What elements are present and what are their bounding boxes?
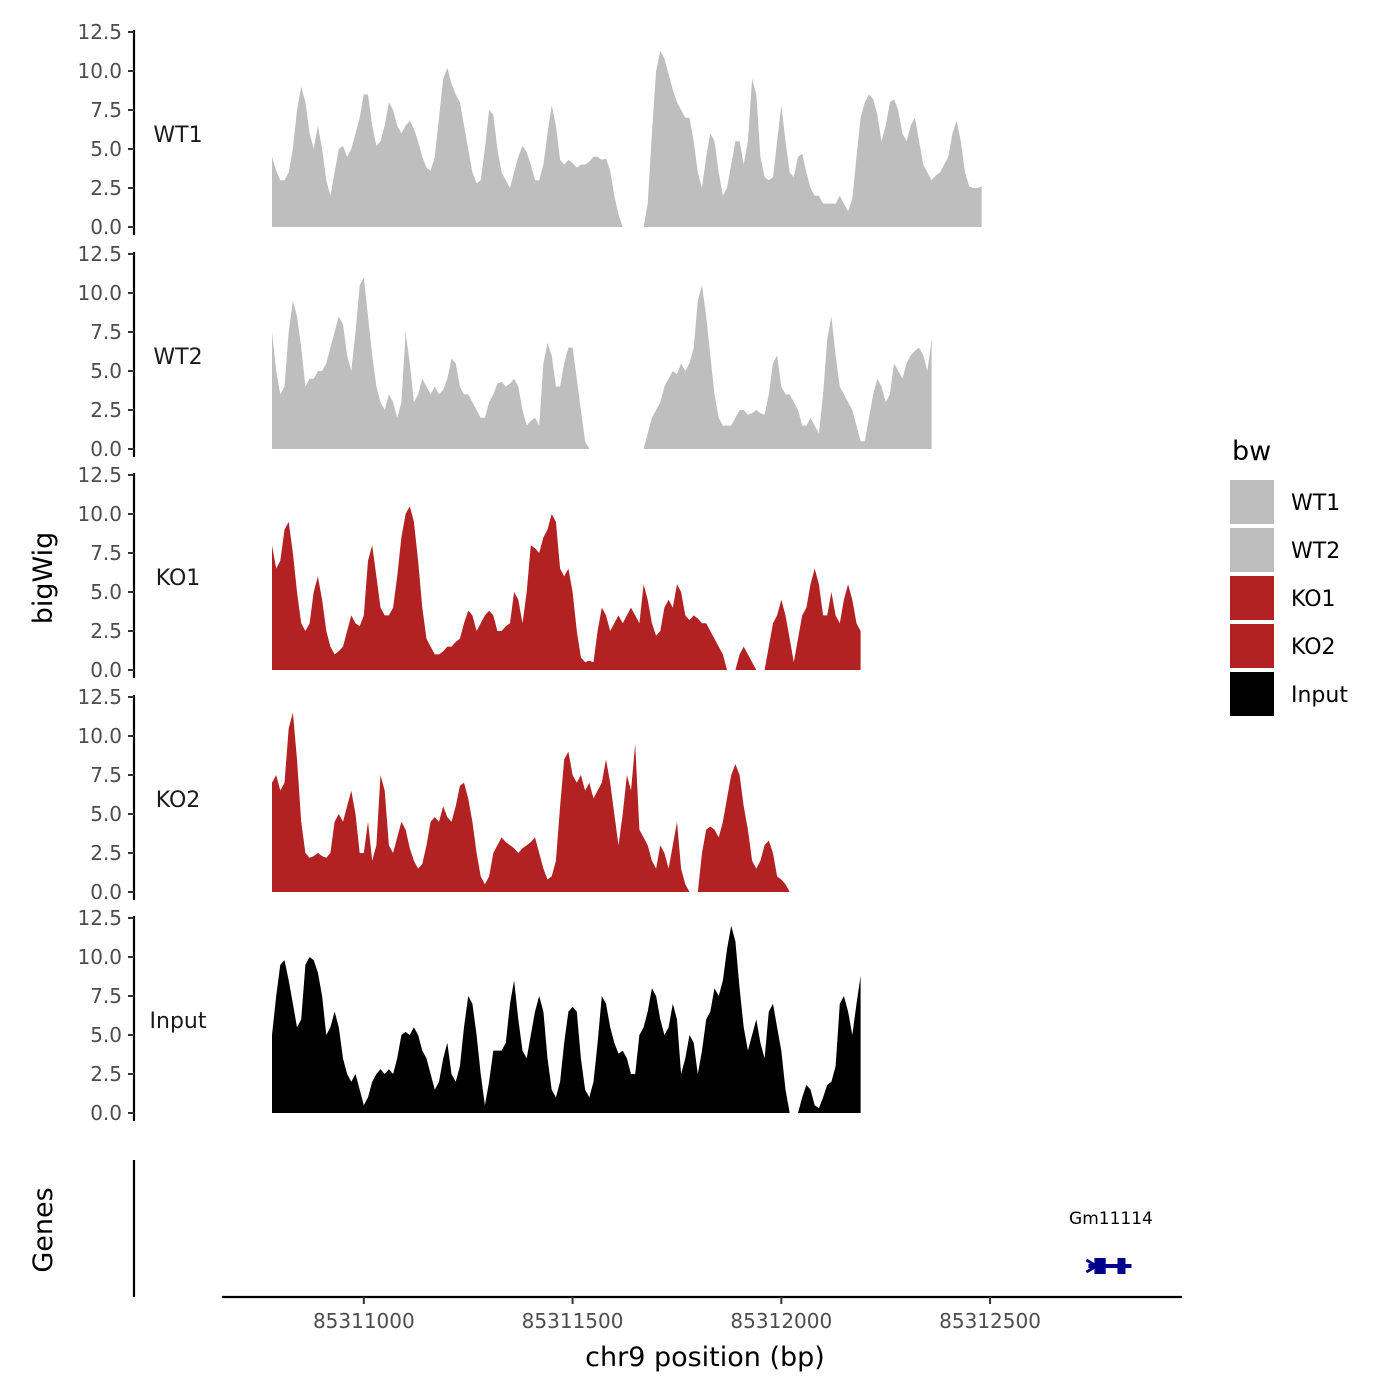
y-tick-label: 12.5 xyxy=(77,906,122,930)
area-ko2-segment-1 xyxy=(272,712,690,892)
y-tick-label: 5.0 xyxy=(90,1023,122,1047)
legend-label: Input xyxy=(1291,683,1348,708)
y-tick-label: 10.0 xyxy=(77,281,122,305)
x-axis: 85311000 85311500 85312000 85312500 xyxy=(222,1295,1182,1333)
y-tick-label: 10.0 xyxy=(77,724,122,748)
y-tick-label: 10.0 xyxy=(77,945,122,969)
y-tick-label: 0.0 xyxy=(90,880,122,904)
genes-axis-title: Genes xyxy=(28,1187,59,1272)
y-tick-label: 0.0 xyxy=(90,215,122,239)
x-tick-label: 85311500 xyxy=(522,1309,624,1333)
legend-swatch xyxy=(1230,672,1274,716)
track-label-wt1: WT1 xyxy=(153,123,202,148)
track-label-ko1: KO1 xyxy=(156,566,201,591)
y-tick-label: 2.5 xyxy=(90,1062,122,1086)
legend-item-ko2: KO2 xyxy=(1230,624,1336,668)
y-tick-label: 2.5 xyxy=(90,841,122,865)
y-tick-label: 10.0 xyxy=(77,502,122,526)
y-tick-label: 2.5 xyxy=(90,619,122,643)
y-tick-label: 5.0 xyxy=(90,359,122,383)
y-tick-label: 7.5 xyxy=(90,984,122,1008)
y-tick-label: 0.0 xyxy=(90,437,122,461)
legend-label: WT2 xyxy=(1291,539,1340,564)
y-tick-label: 12.5 xyxy=(77,20,122,44)
y-tick-label: 12.5 xyxy=(77,463,122,487)
x-tick-label: 85312000 xyxy=(730,1309,832,1333)
legend-item-input: Input xyxy=(1230,672,1348,716)
y-tick-label: 2.5 xyxy=(90,176,122,200)
area-wt2-segment-2 xyxy=(643,285,932,449)
y-tick-label: 12.5 xyxy=(77,242,122,266)
track-wt2: 0.0 2.5 5.0 7.5 10.0 12.5 WT2 xyxy=(77,242,932,461)
track-label-wt2: WT2 xyxy=(153,345,202,370)
y-tick-label: 7.5 xyxy=(90,98,122,122)
legend-items: WT1 WT2 KO1 KO2 Input xyxy=(1230,480,1348,716)
legend-title: bw xyxy=(1232,436,1271,467)
gene-exon xyxy=(1094,1258,1106,1274)
gene-label: Gm11114 xyxy=(1069,1209,1153,1229)
track-label-ko2: KO2 xyxy=(156,788,201,813)
y-tick-label: 12.5 xyxy=(77,685,122,709)
y-tick-label: 2.5 xyxy=(90,398,122,422)
area-ko2-segment-2 xyxy=(697,764,790,892)
area-wt1-segment-1 xyxy=(272,67,623,228)
y-tick-label: 5.0 xyxy=(90,580,122,604)
gene-gm11114: Gm11114 xyxy=(1069,1209,1153,1274)
legend-item-wt1: WT1 xyxy=(1230,480,1340,524)
legend-swatch xyxy=(1230,528,1274,572)
x-tick-label: 85312500 xyxy=(939,1309,1041,1333)
area-input-segment-2 xyxy=(798,975,861,1113)
legend-swatch xyxy=(1230,624,1274,668)
track-ko1: 0.0 2.5 5.0 7.5 10.0 12.5 KO1 xyxy=(77,463,861,682)
y-tick-label: 10.0 xyxy=(77,59,122,83)
track-wt1: 0.0 2.5 5.0 7.5 10.0 12.5 WT1 xyxy=(77,20,982,239)
legend-label: KO2 xyxy=(1291,635,1336,660)
y-axis-title: bigWig xyxy=(28,532,59,625)
area-wt2-segment-1 xyxy=(272,277,590,449)
legend-item-ko1: KO1 xyxy=(1230,576,1336,620)
y-tick-label: 0.0 xyxy=(90,1101,122,1125)
y-tick-label: 5.0 xyxy=(90,137,122,161)
tracks-layer: 0.0 2.5 5.0 7.5 10.0 12.5 WT1 0.0 2.5 5.0 7.5 10.0 1… xyxy=(77,20,982,1125)
legend-label: KO1 xyxy=(1291,587,1336,612)
y-tick-label: 7.5 xyxy=(90,320,122,344)
track-input: 0.0 2.5 5.0 7.5 10.0 12.5 Input xyxy=(77,906,861,1125)
area-ko1-segment-3 xyxy=(764,568,861,670)
area-ko1-segment-1 xyxy=(272,506,727,670)
y-tick-label: 0.0 xyxy=(90,658,122,682)
legend-item-wt2: WT2 xyxy=(1230,528,1340,572)
x-axis-title: chr9 position (bp) xyxy=(585,1342,825,1373)
y-tick-label: 7.5 xyxy=(90,541,122,565)
y-tick-label: 7.5 xyxy=(90,763,122,787)
legend-swatch xyxy=(1230,576,1274,620)
legend-swatch xyxy=(1230,480,1274,524)
x-tick-label: 85311000 xyxy=(313,1309,415,1333)
gene-strand-arrow xyxy=(1085,1258,1100,1274)
area-ko1-segment-2 xyxy=(735,646,757,670)
y-tick-label: 5.0 xyxy=(90,802,122,826)
track-label-input: Input xyxy=(150,1009,207,1034)
genes-track: Gm11114 xyxy=(132,1160,1153,1297)
area-input-segment-1 xyxy=(272,925,790,1113)
legend-label: WT1 xyxy=(1291,491,1340,516)
area-wt1-segment-2 xyxy=(643,50,982,228)
track-ko2: 0.0 2.5 5.0 7.5 10.0 12.5 KO2 xyxy=(77,685,790,904)
gene-exon xyxy=(1117,1258,1126,1274)
legend: bw WT1 WT2 KO1 KO2 Input xyxy=(1230,436,1348,716)
